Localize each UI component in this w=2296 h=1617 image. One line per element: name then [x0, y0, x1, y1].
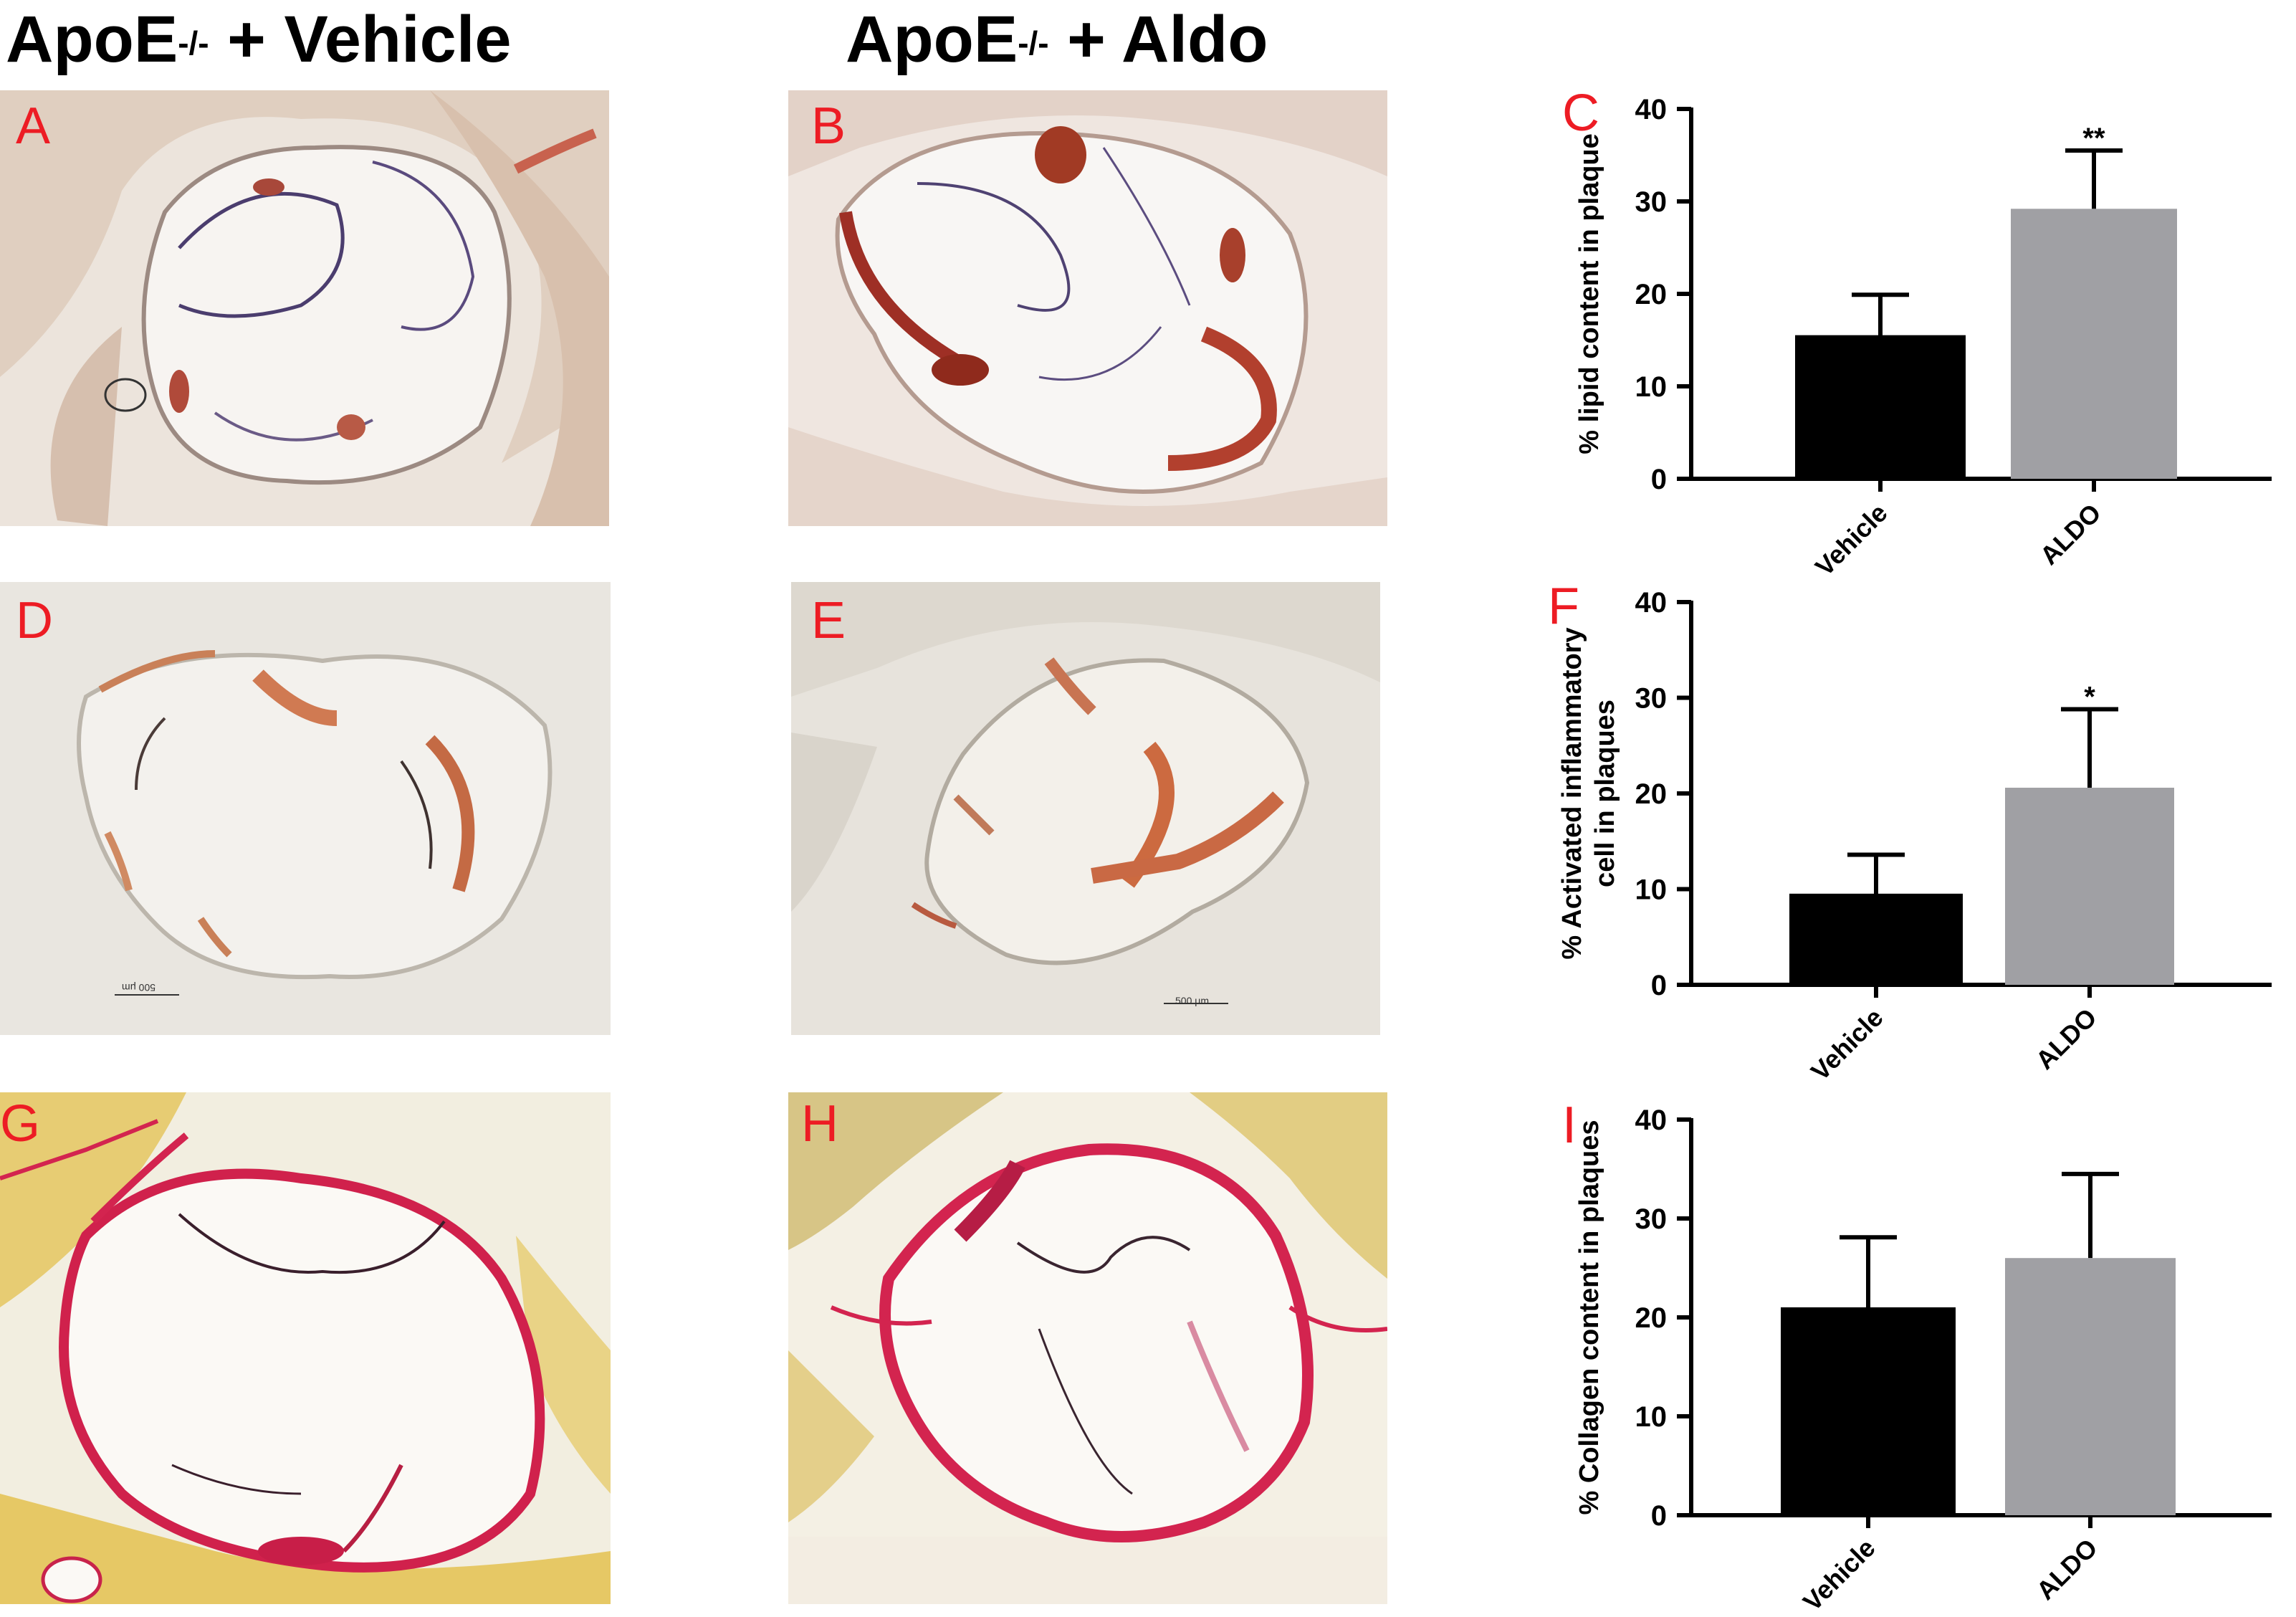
micrograph-e — [791, 582, 1380, 1035]
column-title-rest: + Vehicle — [209, 3, 512, 76]
bar-chart-c: 0 10 20 30 40 % lipid content in plaque Vehicl… — [1574, 94, 2272, 582]
y-tick-label: 0 — [1651, 464, 1667, 495]
panel-letter-b: B — [811, 97, 846, 155]
y-axis-label: % Collagen content in plaques — [1574, 1120, 1604, 1515]
x-tick-label: ALDO — [2034, 498, 2107, 571]
y-tick-label: 30 — [1635, 1203, 1668, 1235]
micrograph-a-image — [0, 90, 609, 526]
y-tick-label: 40 — [1635, 1105, 1668, 1136]
bar-aldo — [2005, 787, 2174, 985]
column-title-base: ApoE — [846, 3, 1018, 76]
column-title-superscript: -/- — [178, 24, 209, 62]
micrograph-a — [0, 90, 609, 526]
scale-bar-label-d: 500 μm — [122, 982, 156, 993]
y-tick-label: 20 — [1635, 778, 1668, 810]
y-tick-label: 10 — [1635, 371, 1668, 403]
y-tick-label: 30 — [1635, 683, 1668, 715]
micrograph-h — [788, 1092, 1387, 1604]
y-tick-label: 40 — [1635, 94, 1668, 125]
column-title-rest: + Aldo — [1048, 3, 1268, 76]
y-axis-label: % Activated inflammatory cell in plaques — [1557, 627, 1620, 959]
bar-vehicle — [1781, 1307, 1956, 1517]
bar-chart-f: 0 10 20 30 40 % Activated inflammatory cell in… — [1557, 587, 2272, 1087]
y-axis-label-line: % lipid content in plaque — [1574, 133, 1604, 454]
micrograph-b — [788, 90, 1387, 526]
bar-chart-i: 0 10 20 30 40 % Collagen content in plaques Ve… — [1574, 1105, 2272, 1617]
column-title-base: ApoE — [6, 3, 178, 76]
micrograph-g — [0, 1092, 611, 1604]
micrograph-h-image — [788, 1092, 1387, 1604]
bar-vehicle — [1789, 893, 1963, 987]
x-tick-label: ALDO — [2030, 1003, 2103, 1075]
column-title-superscript: -/- — [1018, 24, 1049, 62]
micrograph-b-image — [788, 90, 1387, 526]
micrograph-d — [0, 582, 611, 1035]
x-tick-label: ALDO — [2031, 1533, 2103, 1606]
y-axis-label-line: % Collagen content in plaques — [1574, 1120, 1604, 1515]
significance-marker: * — [2084, 682, 2095, 713]
x-tick-label: Vehicle — [1805, 1003, 1889, 1087]
y-tick-label: 30 — [1635, 186, 1668, 218]
scale-bar-label-e: 500 μm — [1175, 995, 1209, 1006]
micrograph-d-image — [0, 582, 611, 1035]
panel-letter-f: F — [1548, 578, 1579, 635]
y-axis-label-line: % Activated inflammatory — [1557, 627, 1587, 959]
y-tick-label: 0 — [1651, 970, 1667, 1001]
panel-letter-i: I — [1562, 1097, 1577, 1154]
column-title-vehicle: ApoE-/- + Vehicle — [6, 0, 512, 79]
y-tick-label: 10 — [1635, 874, 1668, 906]
significance-marker: ** — [2082, 123, 2105, 154]
micrograph-e-image — [791, 582, 1380, 1035]
panel-letter-e: E — [811, 592, 846, 649]
bar-vehicle — [1795, 335, 1966, 481]
panel-letter-c: C — [1562, 85, 1599, 142]
y-tick-label: 40 — [1635, 587, 1668, 619]
y-axis-label: % lipid content in plaque — [1574, 133, 1604, 454]
panel-letter-h: H — [801, 1095, 838, 1153]
panel-letter-d: D — [16, 592, 53, 649]
micrograph-g-image — [0, 1092, 611, 1604]
y-tick-label: 20 — [1635, 1302, 1668, 1334]
y-tick-label: 0 — [1651, 1500, 1667, 1532]
panel-letter-a: A — [16, 97, 51, 155]
y-tick-label: 10 — [1635, 1401, 1668, 1433]
x-tick-label: Vehicle — [1809, 498, 1893, 582]
y-axis-label-line: cell in plaques — [1590, 700, 1620, 887]
x-tick-label: Vehicle — [1797, 1533, 1881, 1617]
column-title-aldo: ApoE-/- + Aldo — [846, 0, 1268, 79]
y-tick-label: 20 — [1635, 279, 1668, 310]
bar-aldo — [2005, 1258, 2176, 1515]
panel-letter-g: G — [0, 1095, 41, 1153]
bar-aldo — [2011, 209, 2177, 479]
